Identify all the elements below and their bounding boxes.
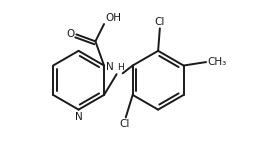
Text: CH₃: CH₃ bbox=[208, 57, 227, 67]
Text: O: O bbox=[67, 29, 75, 39]
Text: Cl: Cl bbox=[120, 119, 130, 129]
Text: N: N bbox=[75, 112, 83, 122]
Text: N: N bbox=[106, 62, 114, 72]
Text: H: H bbox=[118, 63, 124, 72]
Text: Cl: Cl bbox=[155, 17, 165, 27]
Text: OH: OH bbox=[105, 13, 121, 23]
